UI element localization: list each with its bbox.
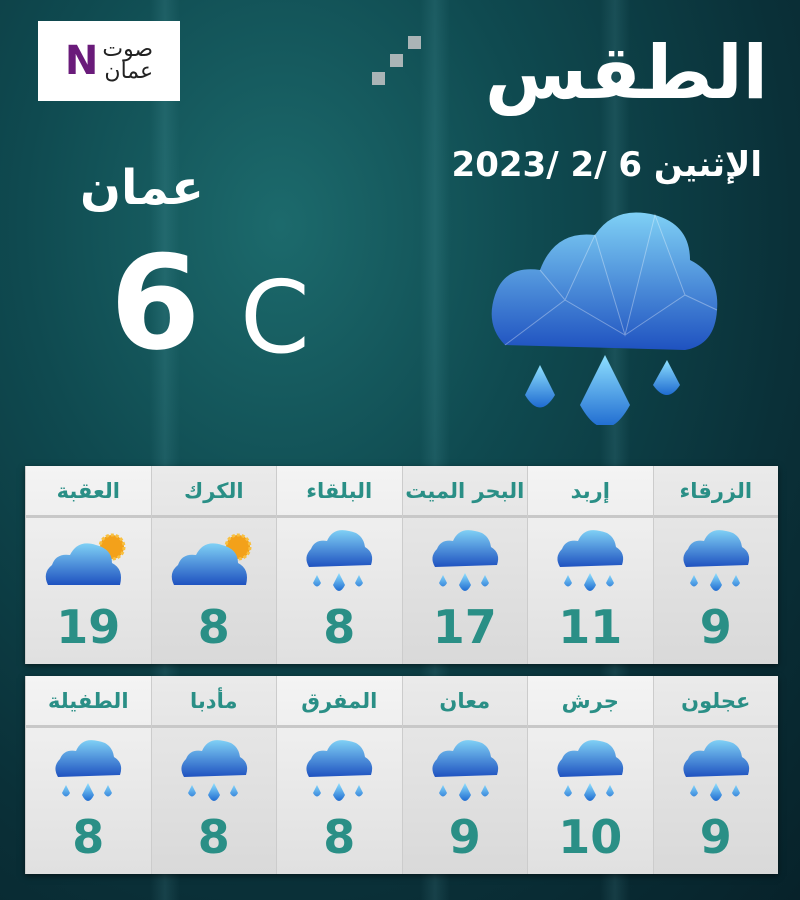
city-card: جرش 10 xyxy=(527,676,653,874)
city-temperature: 8 xyxy=(323,810,356,864)
cloud-rain-icon xyxy=(680,518,752,604)
city-temperature: 8 xyxy=(197,600,230,654)
city-card: معان 9 xyxy=(401,676,527,874)
city-card: عجلون 9 xyxy=(652,676,778,874)
forecast-row-2: عجلون 9 جرش 10 معان 9 المفرق 8 مأدبا 8 ا… xyxy=(25,676,778,874)
date: الإثنين 6 /2 /2023 xyxy=(451,145,762,185)
city-card: المفرق 8 xyxy=(276,676,402,874)
city-name: عجلون xyxy=(653,676,778,728)
logo-mark: N xyxy=(64,38,99,84)
city-card: البلقاء 8 xyxy=(276,466,402,664)
city-name: جرش xyxy=(528,676,653,728)
cloud-rain-icon xyxy=(554,518,626,604)
cloud-rain-icon xyxy=(429,518,501,604)
logo-text: صوت عمان xyxy=(102,37,154,84)
city-name: الكرك xyxy=(151,466,276,518)
city-name: مأدبا xyxy=(151,676,276,728)
forecast-row-1: الزرقاء 9 إربد 11 البحر الميت 17 البلقاء… xyxy=(25,466,778,664)
cloud-rain-icon xyxy=(178,728,250,814)
city-temperature: 17 xyxy=(432,600,497,654)
city-temperature: 8 xyxy=(197,810,230,864)
city-temperature: 19 xyxy=(56,600,121,654)
city-temperature: 9 xyxy=(699,810,732,864)
cloud-rain-icon xyxy=(303,728,375,814)
city-card: الزرقاء 9 xyxy=(652,466,778,664)
city-card: إربد 11 xyxy=(527,466,653,664)
city-name: معان xyxy=(402,676,527,728)
city-name: إربد xyxy=(528,466,653,518)
city-card: البحر الميت 17 xyxy=(401,466,527,664)
main-temperature: 6 xyxy=(110,227,201,379)
cloud-rain-icon xyxy=(554,728,626,814)
city-name: البلقاء xyxy=(277,466,402,518)
city-name: البحر الميت xyxy=(402,466,527,518)
cloud-rain-icon xyxy=(485,205,725,429)
city-name: المفرق xyxy=(277,676,402,728)
city-card: الكرك 8 xyxy=(150,466,276,664)
city-name: العقبة xyxy=(26,466,151,518)
city-card: العقبة 19 xyxy=(25,466,151,664)
cloud-rain-icon xyxy=(429,728,501,814)
city-temperature: 9 xyxy=(699,600,732,654)
city-temperature: 9 xyxy=(448,810,481,864)
temperature-unit: C xyxy=(240,259,310,376)
partly-sunny-icon xyxy=(168,518,260,604)
city-temperature: 10 xyxy=(558,810,623,864)
city-card: مأدبا 8 xyxy=(150,676,276,874)
city-card: الطفيلة 8 xyxy=(25,676,151,874)
main-city: عمان xyxy=(80,160,204,216)
city-name: الزرقاء xyxy=(653,466,778,518)
city-temperature: 8 xyxy=(323,600,356,654)
city-temperature: 11 xyxy=(558,600,623,654)
city-name: الطفيلة xyxy=(26,676,151,728)
logo: N صوت عمان xyxy=(38,21,180,101)
cloud-rain-icon xyxy=(303,518,375,604)
city-temperature: 8 xyxy=(72,810,105,864)
page-title: الطقس xyxy=(484,30,768,116)
partly-sunny-icon xyxy=(42,518,134,604)
cloud-rain-icon xyxy=(52,728,124,814)
cloud-rain-icon xyxy=(680,728,752,814)
